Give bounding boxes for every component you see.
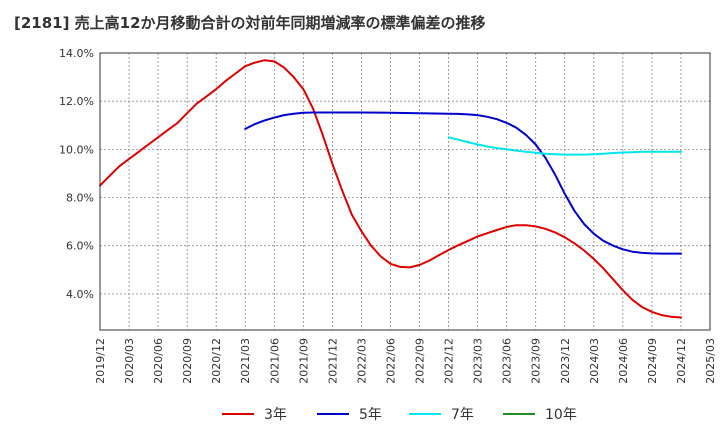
- x-tick-label: 2024/03: [588, 338, 601, 384]
- x-tick-label: 2025/03: [704, 338, 717, 384]
- x-tick-label: 2020/06: [152, 338, 165, 384]
- legend-label-2: 7年: [451, 407, 474, 423]
- x-tick-label: 2023/09: [530, 338, 543, 384]
- x-tick-label: 2024/09: [646, 338, 659, 384]
- x-tick-label: 2021/09: [297, 338, 310, 384]
- y-tick-label: 8.0%: [66, 192, 94, 205]
- x-tick-label: 2021/06: [268, 338, 281, 384]
- y-tick-label: 4.0%: [66, 288, 94, 301]
- x-tick-label: 2020/03: [123, 338, 136, 384]
- y-tick-label: 14.0%: [59, 47, 94, 60]
- x-tick-label: 2023/06: [501, 338, 514, 384]
- x-tick-label: 2024/06: [617, 338, 630, 384]
- x-tick-label: 2022/09: [414, 338, 427, 384]
- series-line-1: [244, 111, 682, 255]
- series-layer: [99, 59, 682, 319]
- x-tick-label: 2023/03: [472, 338, 485, 384]
- x-tick-label: 2020/09: [181, 338, 194, 384]
- series-line-2: [447, 136, 682, 156]
- x-tick-label: 2022/06: [384, 338, 397, 384]
- x-tick-label: 2022/12: [443, 338, 456, 384]
- y-tick-label: 12.0%: [59, 95, 94, 108]
- x-tick-label: 2020/12: [210, 338, 223, 384]
- x-tick-label: 2023/12: [559, 338, 572, 384]
- x-tick-label: 2021/12: [326, 338, 339, 384]
- legend: 3年 5年 7年 10年: [222, 407, 577, 423]
- legend-label-0: 3年: [264, 407, 287, 423]
- x-tick-label: 2022/03: [355, 338, 368, 384]
- x-tick-label: 2021/03: [239, 338, 252, 384]
- x-tick-layer: 2019/12 2020/03 2020/06 2020/09 2020/12 2021/…: [94, 338, 717, 384]
- y-tick-label: 10.0%: [59, 143, 94, 156]
- legend-label-1: 5年: [359, 407, 382, 423]
- chart-title: [2181] 売上高12か月移動合計の対前年同期増減率の標準偏差の推移: [14, 14, 486, 32]
- x-tick-label: 2024/12: [675, 338, 688, 384]
- y-tick-label: 6.0%: [66, 240, 94, 253]
- y-tick-layer: 14.0% 12.0% 10.0% 8.0% 6.0% 4.0%: [59, 47, 94, 301]
- legend-label-3: 10年: [545, 407, 577, 423]
- x-tick-label: 2019/12: [94, 338, 107, 384]
- series-line-0: [99, 59, 682, 319]
- plot-frame: [99, 52, 711, 331]
- grid-layer: [99, 52, 711, 330]
